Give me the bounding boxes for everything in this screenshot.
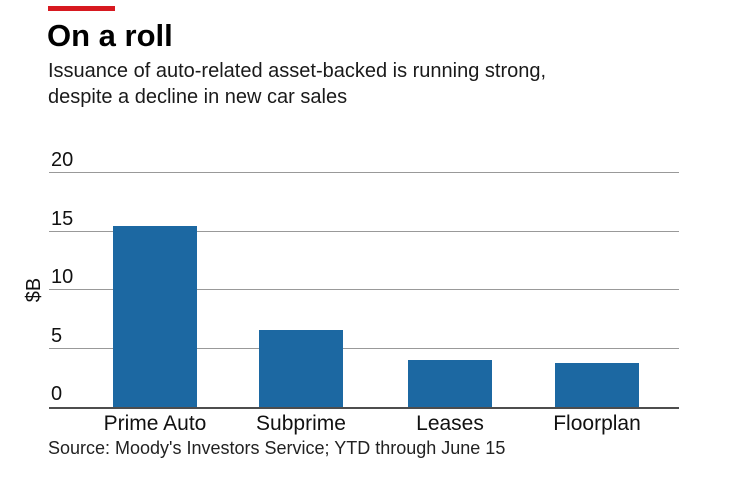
y-tick-label-5: 5 <box>51 324 63 347</box>
plot-area: 0 5 10 15 20 Prime Auto Subprime Leases Floorpla… <box>49 149 679 435</box>
y-axis-unit-label: $B <box>23 277 45 303</box>
y-tick-label-20: 20 <box>51 149 74 171</box>
y-tick-label-0: 0 <box>51 383 63 405</box>
gridline-20 <box>49 172 679 173</box>
bar-subprime <box>259 330 343 407</box>
x-axis-line <box>49 407 679 409</box>
bar-prime-auto <box>113 226 197 407</box>
bar-floorplan <box>555 363 639 407</box>
chart-subtitle-line-2: despite a decline in new car sales <box>48 86 348 108</box>
y-tick-label-10: 10 <box>51 266 74 288</box>
accent-bar <box>48 6 115 11</box>
chart-subtitle-line-1: Issuance of auto-related asset-backed is… <box>48 60 547 82</box>
y-tick-label-15: 15 <box>51 207 74 230</box>
gridline-15 <box>49 230 679 232</box>
category-label-floorplan: Floorplan <box>553 412 641 435</box>
bar-leases <box>408 360 492 407</box>
source-attribution: Source: Moody's Investors Service; YTD t… <box>48 438 506 458</box>
category-label-subprime: Subprime <box>256 412 346 435</box>
category-label-prime-auto: Prime Auto <box>103 412 207 435</box>
gridline-5 <box>49 347 679 349</box>
chart-title: On a roll <box>47 18 173 53</box>
category-label-leases: Leases <box>416 412 484 435</box>
gridline-10 <box>49 289 679 290</box>
